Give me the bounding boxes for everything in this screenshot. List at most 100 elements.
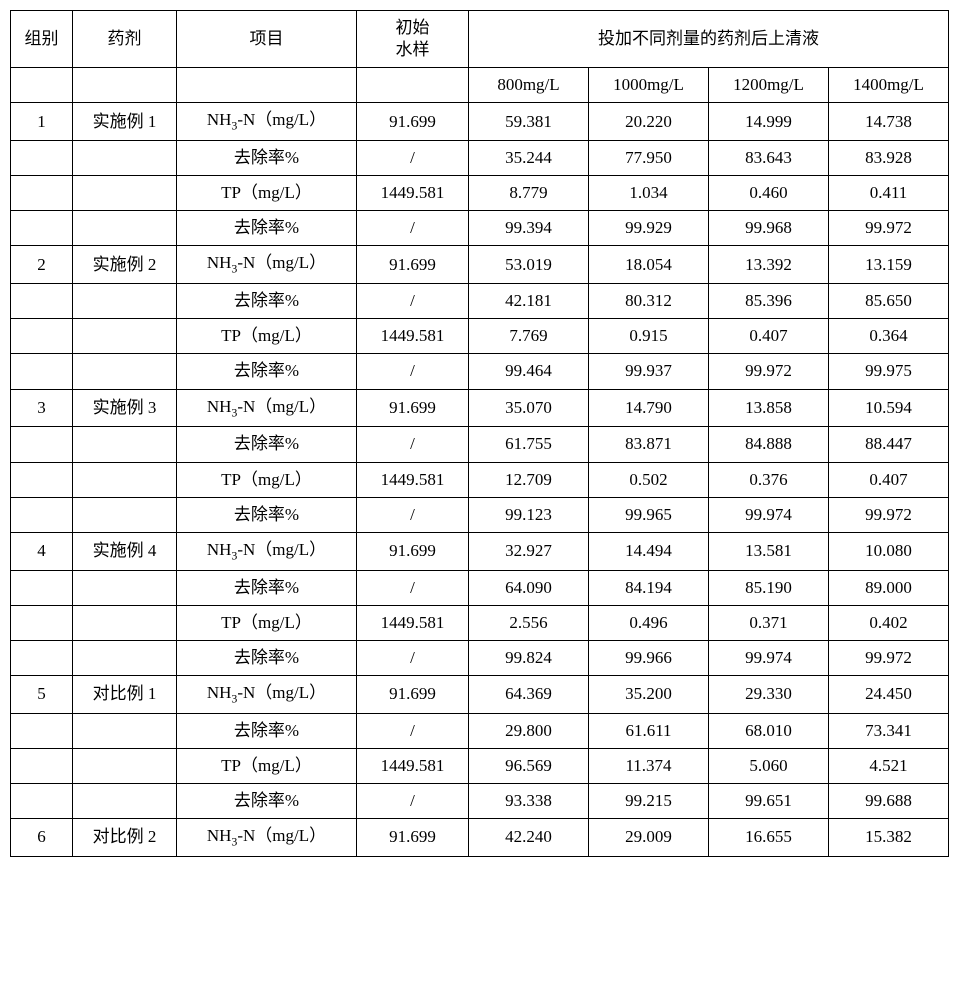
group-id: 5: [11, 675, 73, 713]
val: 99.464: [469, 354, 589, 389]
initial-slash: /: [357, 354, 469, 389]
val: 29.800: [469, 713, 589, 748]
initial-slash: /: [357, 497, 469, 532]
item-nh3n: NH3-N（mg/L）: [177, 675, 357, 713]
val: 35.244: [469, 141, 589, 176]
item-tp: TP（mg/L）: [177, 748, 357, 783]
val: 13.392: [709, 246, 829, 284]
val: 99.123: [469, 497, 589, 532]
agent-name: 实施例 1: [73, 103, 177, 141]
col-item: 项目: [177, 11, 357, 68]
val: 7.769: [469, 319, 589, 354]
val: 2.556: [469, 605, 589, 640]
item-removal: 去除率%: [177, 713, 357, 748]
val: 32.927: [469, 532, 589, 570]
val: 84.888: [709, 427, 829, 462]
val: 42.181: [469, 284, 589, 319]
agent-name: 实施例 4: [73, 532, 177, 570]
val: 99.975: [829, 354, 949, 389]
table-row: 5对比例 1NH3-N（mg/L）91.69964.36935.20029.33…: [11, 675, 949, 713]
initial-tp: 1449.581: [357, 462, 469, 497]
val: 88.447: [829, 427, 949, 462]
val: 99.972: [709, 354, 829, 389]
val: 99.824: [469, 640, 589, 675]
val: 14.738: [829, 103, 949, 141]
initial-slash: /: [357, 783, 469, 818]
col-initial: 初始水样: [357, 11, 469, 68]
data-table: 组别药剂项目初始水样投加不同剂量的药剂后上清液800mg/L1000mg/L12…: [10, 10, 949, 857]
val: 0.460: [709, 176, 829, 211]
val: 14.999: [709, 103, 829, 141]
val: 99.929: [589, 211, 709, 246]
val: 99.968: [709, 211, 829, 246]
initial-slash: /: [357, 640, 469, 675]
val: 35.070: [469, 389, 589, 427]
val: 5.060: [709, 748, 829, 783]
agent-name: 实施例 2: [73, 246, 177, 284]
val: 13.858: [709, 389, 829, 427]
val: 42.240: [469, 818, 589, 856]
val: 18.054: [589, 246, 709, 284]
item-tp: TP（mg/L）: [177, 605, 357, 640]
agent-name: 对比例 2: [73, 818, 177, 856]
table-row: 去除率%/42.18180.31285.39685.650: [11, 284, 949, 319]
val: 0.376: [709, 462, 829, 497]
val: 0.915: [589, 319, 709, 354]
table-row: 6对比例 2NH3-N（mg/L）91.69942.24029.00916.65…: [11, 818, 949, 856]
val: 83.643: [709, 141, 829, 176]
val: 4.521: [829, 748, 949, 783]
dose-1: 1000mg/L: [589, 68, 709, 103]
initial-slash: /: [357, 211, 469, 246]
initial-nh3n: 91.699: [357, 818, 469, 856]
table-row: TP（mg/L）1449.5818.7791.0340.4600.411: [11, 176, 949, 211]
initial-nh3n: 91.699: [357, 675, 469, 713]
item-removal: 去除率%: [177, 284, 357, 319]
item-removal: 去除率%: [177, 570, 357, 605]
table-row: TP（mg/L）1449.5817.7690.9150.4070.364: [11, 319, 949, 354]
group-id: 2: [11, 246, 73, 284]
dose-2: 1200mg/L: [709, 68, 829, 103]
val: 77.950: [589, 141, 709, 176]
val: 16.655: [709, 818, 829, 856]
val: 84.194: [589, 570, 709, 605]
val: 99.972: [829, 497, 949, 532]
item-nh3n: NH3-N（mg/L）: [177, 532, 357, 570]
val: 85.650: [829, 284, 949, 319]
val: 53.019: [469, 246, 589, 284]
table-row: 去除率%/99.12399.96599.97499.972: [11, 497, 949, 532]
val: 99.974: [709, 640, 829, 675]
table-row: 组别药剂项目初始水样投加不同剂量的药剂后上清液: [11, 11, 949, 68]
val: 85.396: [709, 284, 829, 319]
dose-0: 800mg/L: [469, 68, 589, 103]
table-row: 1实施例 1NH3-N（mg/L）91.69959.38120.22014.99…: [11, 103, 949, 141]
table-row: TP（mg/L）1449.58112.7090.5020.3760.407: [11, 462, 949, 497]
table-row: 去除率%/64.09084.19485.19089.000: [11, 570, 949, 605]
table-row: 去除率%/99.46499.93799.97299.975: [11, 354, 949, 389]
initial-tp: 1449.581: [357, 319, 469, 354]
item-tp: TP（mg/L）: [177, 319, 357, 354]
val: 1.034: [589, 176, 709, 211]
val: 93.338: [469, 783, 589, 818]
initial-nh3n: 91.699: [357, 246, 469, 284]
val: 0.496: [589, 605, 709, 640]
initial-tp: 1449.581: [357, 176, 469, 211]
val: 99.965: [589, 497, 709, 532]
item-removal: 去除率%: [177, 427, 357, 462]
val: 29.009: [589, 818, 709, 856]
item-removal: 去除率%: [177, 141, 357, 176]
val: 99.394: [469, 211, 589, 246]
val: 0.371: [709, 605, 829, 640]
val: 0.407: [709, 319, 829, 354]
val: 35.200: [589, 675, 709, 713]
item-nh3n: NH3-N（mg/L）: [177, 818, 357, 856]
table-row: 去除率%/61.75583.87184.88888.447: [11, 427, 949, 462]
col-supernatant: 投加不同剂量的药剂后上清液: [469, 11, 949, 68]
initial-nh3n: 91.699: [357, 103, 469, 141]
initial-slash: /: [357, 570, 469, 605]
val: 20.220: [589, 103, 709, 141]
val: 99.215: [589, 783, 709, 818]
table-row: TP（mg/L）1449.58196.56911.3745.0604.521: [11, 748, 949, 783]
table-row: 去除率%/99.82499.96699.97499.972: [11, 640, 949, 675]
val: 73.341: [829, 713, 949, 748]
val: 13.581: [709, 532, 829, 570]
